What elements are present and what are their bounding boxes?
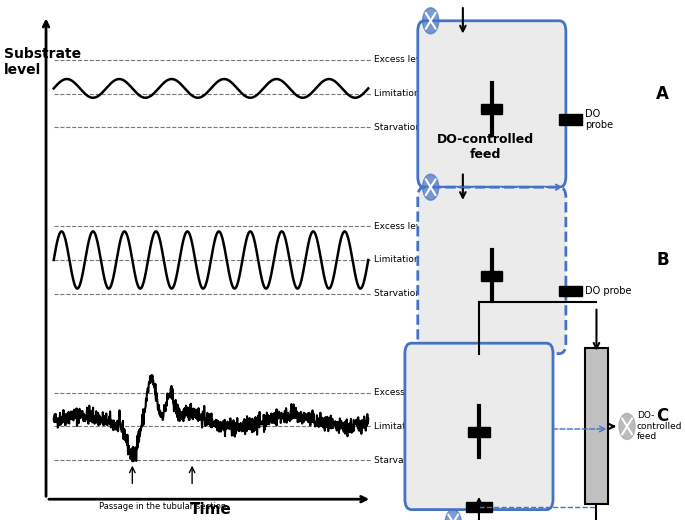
Bar: [481, 104, 503, 114]
Circle shape: [445, 510, 461, 520]
Bar: [585, 348, 608, 504]
Circle shape: [423, 174, 438, 200]
Text: DO
probe: DO probe: [585, 109, 613, 131]
Text: Excess level: Excess level: [374, 55, 429, 64]
Circle shape: [619, 413, 635, 439]
Text: Starvation level: Starvation level: [374, 456, 446, 465]
FancyBboxPatch shape: [405, 343, 553, 510]
Text: B: B: [656, 251, 669, 269]
Text: Passage in the tubular section: Passage in the tubular section: [99, 502, 226, 511]
Text: DO-
controlled
feed: DO- controlled feed: [636, 411, 682, 441]
FancyBboxPatch shape: [418, 21, 566, 187]
Text: Starvation level: Starvation level: [374, 289, 446, 298]
Text: A: A: [656, 85, 669, 102]
Bar: [481, 270, 503, 281]
Text: Excess level: Excess level: [374, 222, 429, 231]
Text: Excess level: Excess level: [374, 388, 429, 397]
Text: Substrate
level: Substrate level: [4, 47, 81, 77]
FancyBboxPatch shape: [418, 187, 566, 354]
Text: DO probe: DO probe: [585, 286, 632, 296]
Text: DO-controlled
feed: DO-controlled feed: [437, 133, 534, 161]
Text: C: C: [656, 407, 669, 425]
Text: Time: Time: [190, 502, 232, 517]
Text: Starvation level: Starvation level: [374, 123, 446, 132]
Circle shape: [423, 8, 438, 34]
Text: Limitation level: Limitation level: [374, 89, 445, 98]
Bar: [560, 286, 582, 296]
Text: Limitation level: Limitation level: [374, 422, 445, 431]
Bar: [469, 426, 490, 437]
Bar: [560, 114, 582, 125]
Text: Limitation level: Limitation level: [374, 255, 445, 265]
Bar: [466, 502, 492, 512]
